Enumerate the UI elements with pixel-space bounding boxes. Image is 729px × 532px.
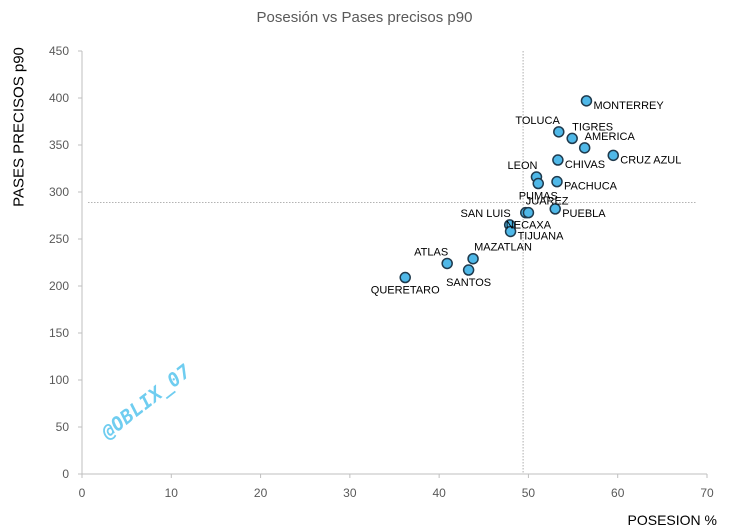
data-point — [551, 175, 563, 188]
point-label: SAN LUIS — [461, 208, 511, 220]
chart-title: Posesión vs Pases precisos p90 — [256, 9, 473, 26]
point-label: PUMAS — [519, 191, 558, 203]
data-point — [504, 225, 517, 238]
point-label: PUEBLA — [562, 208, 606, 220]
point-label: CRUZ AZUL — [620, 154, 681, 166]
data-point — [399, 271, 411, 284]
data-point — [522, 206, 535, 219]
data-point — [552, 154, 564, 166]
data-point — [441, 257, 453, 270]
data-point — [467, 252, 479, 265]
y-tick-label: 50 — [56, 420, 70, 434]
point-label: MAZATLAN — [474, 242, 532, 254]
y-tick-label: 400 — [49, 91, 69, 105]
y-tick-label: 150 — [49, 326, 69, 340]
x-axis-title: POSESION % — [627, 512, 717, 528]
point-label: TIGRES — [572, 121, 613, 133]
point-label: SANTOS — [446, 277, 491, 289]
y-tick-label: 200 — [49, 279, 69, 293]
y-tick-label: 350 — [49, 138, 69, 152]
x-tick-label: 60 — [611, 486, 625, 500]
x-tick-label: 30 — [343, 486, 357, 500]
y-tick-label: 300 — [49, 185, 69, 199]
point-label: CHIVAS — [565, 159, 605, 171]
x-tick-label: 50 — [522, 486, 536, 500]
data-point — [580, 95, 593, 107]
y-tick-label: 450 — [49, 44, 69, 58]
point-label: TOLUCA — [515, 115, 560, 127]
y-tick-label: 0 — [62, 467, 69, 481]
data-point — [549, 203, 561, 215]
x-tick-label: 40 — [432, 486, 446, 500]
data-point — [532, 177, 544, 190]
x-tick-label: 10 — [165, 486, 179, 500]
point-label: JUAREZ — [526, 196, 569, 208]
x-tick-label: 70 — [700, 486, 714, 500]
point-label: PACHUCA — [564, 181, 618, 193]
point-label: LEON — [507, 160, 537, 172]
data-point — [607, 149, 619, 162]
point-label: AMERICA — [585, 131, 636, 143]
y-tick-label: 250 — [49, 232, 69, 246]
data-point — [566, 132, 578, 145]
point-label: NECAXA — [506, 220, 552, 232]
data-point — [553, 126, 565, 138]
point-label: MONTERREY — [593, 100, 664, 112]
data-point — [462, 264, 475, 276]
point-label: QUERETARO — [371, 285, 440, 297]
y-tick-label: 100 — [49, 373, 69, 387]
x-tick-label: 20 — [254, 486, 268, 500]
point-label: TIJUANA — [518, 230, 565, 242]
point-label: ATLAS — [414, 246, 448, 258]
x-tick-label: 0 — [79, 486, 86, 500]
data-point — [578, 142, 591, 154]
